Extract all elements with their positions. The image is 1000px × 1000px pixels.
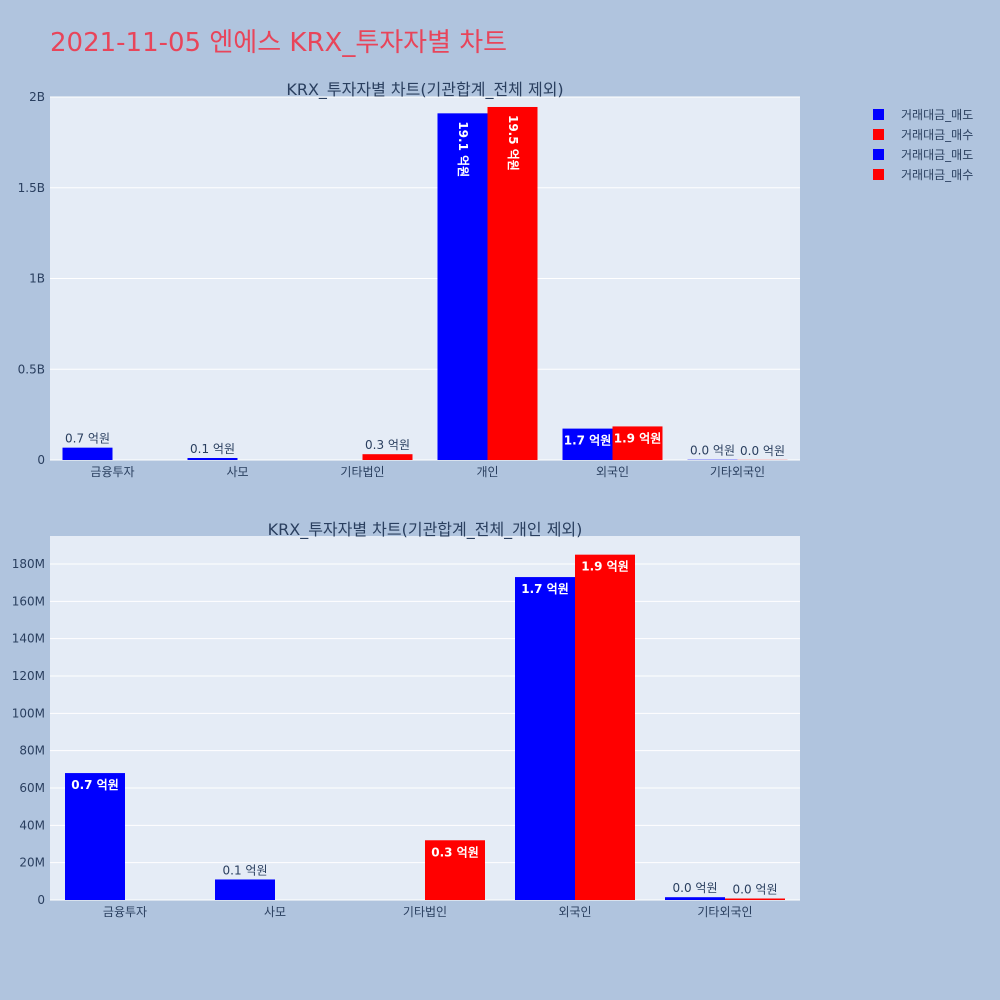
x-tick-label: 금융투자 — [90, 465, 134, 479]
bar-sell[interactable] — [65, 773, 125, 900]
y-tick-label: 1.5B — [18, 181, 45, 195]
bar-data-label: 0.7 억원 — [65, 432, 110, 446]
legend: 거래대금_매도 거래대금_매수 거래대금_매도 거래대금_매수 — [873, 104, 973, 184]
y-tick-label: 2B — [29, 90, 45, 104]
y-tick-label: 180M — [12, 557, 45, 571]
x-tick-label: 외국인 — [596, 465, 629, 479]
bar-sell[interactable] — [665, 897, 725, 900]
bar-data-label: 0.0 억원 — [690, 444, 735, 458]
bar-sell[interactable] — [62, 447, 113, 460]
bar-data-label: 1.7 억원 — [521, 582, 569, 596]
legend-label: 거래대금_매도 — [901, 107, 974, 122]
y-tick-label: 20M — [19, 856, 45, 870]
y-tick-label: 40M — [19, 818, 45, 832]
bar-buy[interactable] — [725, 898, 785, 900]
legend-item-sell-1[interactable]: 거래대금_매도 — [873, 104, 973, 124]
x-tick-label: 사모 — [226, 465, 248, 479]
y-tick-label: 160M — [12, 594, 45, 608]
bar-data-label: 0.3 억원 — [431, 845, 479, 859]
bar-data-label: 19.1 억원 — [456, 121, 470, 177]
bar-data-label: 1.9 억원 — [581, 560, 629, 574]
legend-label: 거래대금_매도 — [901, 147, 974, 162]
y-tick-label: 100M — [12, 706, 45, 720]
bar-data-label: 0.7 억원 — [71, 778, 119, 792]
bar-data-label: 0.1 억원 — [190, 442, 235, 456]
y-tick-label: 140M — [12, 632, 45, 646]
bar-data-label: 1.7 억원 — [564, 434, 612, 448]
bar-sell[interactable] — [215, 879, 275, 900]
y-tick-label: 120M — [12, 669, 45, 683]
bar-buy[interactable] — [425, 840, 485, 900]
bar-sell[interactable] — [437, 113, 488, 461]
bar-data-label: 0.0 억원 — [733, 883, 778, 897]
chart-title: KRX_투자자별 차트(기관합계_전체_개인 제외) — [268, 520, 583, 540]
y-tick-label: 80M — [19, 744, 45, 758]
legend-swatch — [873, 148, 884, 160]
y-tick-label: 1B — [29, 272, 45, 286]
bar-data-label: 0.1 억원 — [223, 863, 268, 877]
legend-label: 거래대금_매수 — [901, 127, 974, 142]
x-tick-label: 외국인 — [558, 905, 591, 919]
legend-swatch — [873, 108, 884, 120]
bar-data-label: 0.0 억원 — [740, 444, 785, 458]
bar-data-label: 0.0 억원 — [673, 881, 718, 895]
bar-sell[interactable] — [562, 428, 613, 460]
x-tick-label: 기타법인 — [403, 905, 447, 919]
chart-1: 0 0.5B 1B 1.5B 2B KRX_투자자별 차트(기관합계_전체 제외) 금융투자… — [18, 80, 800, 479]
x-tick-label: 기타외국인 — [697, 905, 752, 919]
x-tick-label: 사모 — [264, 905, 286, 919]
legend-item-sell-2[interactable]: 거래대금_매도 — [873, 144, 973, 164]
x-tick-label: 기타법인 — [340, 465, 384, 479]
x-tick-label: 기타외국인 — [710, 465, 765, 479]
y-tick-label: 0 — [37, 893, 45, 907]
bar-data-label: 0.3 억원 — [365, 438, 410, 452]
legend-swatch — [873, 128, 884, 140]
bar-sell[interactable] — [187, 458, 238, 460]
chart-2: 0 20M 40M 60M 80M 100M 120M 140M 160M 180M KRX_투자자… — [12, 520, 800, 919]
bar-buy[interactable] — [575, 554, 635, 900]
plot-area — [50, 536, 800, 900]
x-tick-label: 금융투자 — [103, 905, 147, 919]
bar-buy[interactable] — [612, 426, 663, 460]
bar-buy[interactable] — [362, 454, 413, 460]
y-tick-label: 60M — [19, 781, 45, 795]
legend-item-buy-1[interactable]: 거래대금_매수 — [873, 124, 973, 144]
bar-sell[interactable] — [515, 577, 575, 900]
legend-label: 거래대금_매수 — [901, 167, 974, 182]
chart-title: KRX_투자자별 차트(기관합계_전체 제외) — [286, 80, 563, 100]
x-tick-label: 개인 — [476, 465, 498, 479]
bar-data-label: 19.5 억원 — [506, 115, 520, 171]
bar-data-label: 1.9 억원 — [614, 431, 662, 445]
y-tick-label: 0 — [37, 453, 45, 467]
legend-swatch — [873, 168, 884, 180]
legend-item-buy-2[interactable]: 거래대금_매수 — [873, 164, 973, 184]
bar-buy[interactable] — [487, 106, 538, 461]
y-tick-label: 0.5B — [18, 362, 45, 376]
page-title: 2021-11-05 엔에스 KRX_투자자별 차트 — [50, 28, 508, 58]
